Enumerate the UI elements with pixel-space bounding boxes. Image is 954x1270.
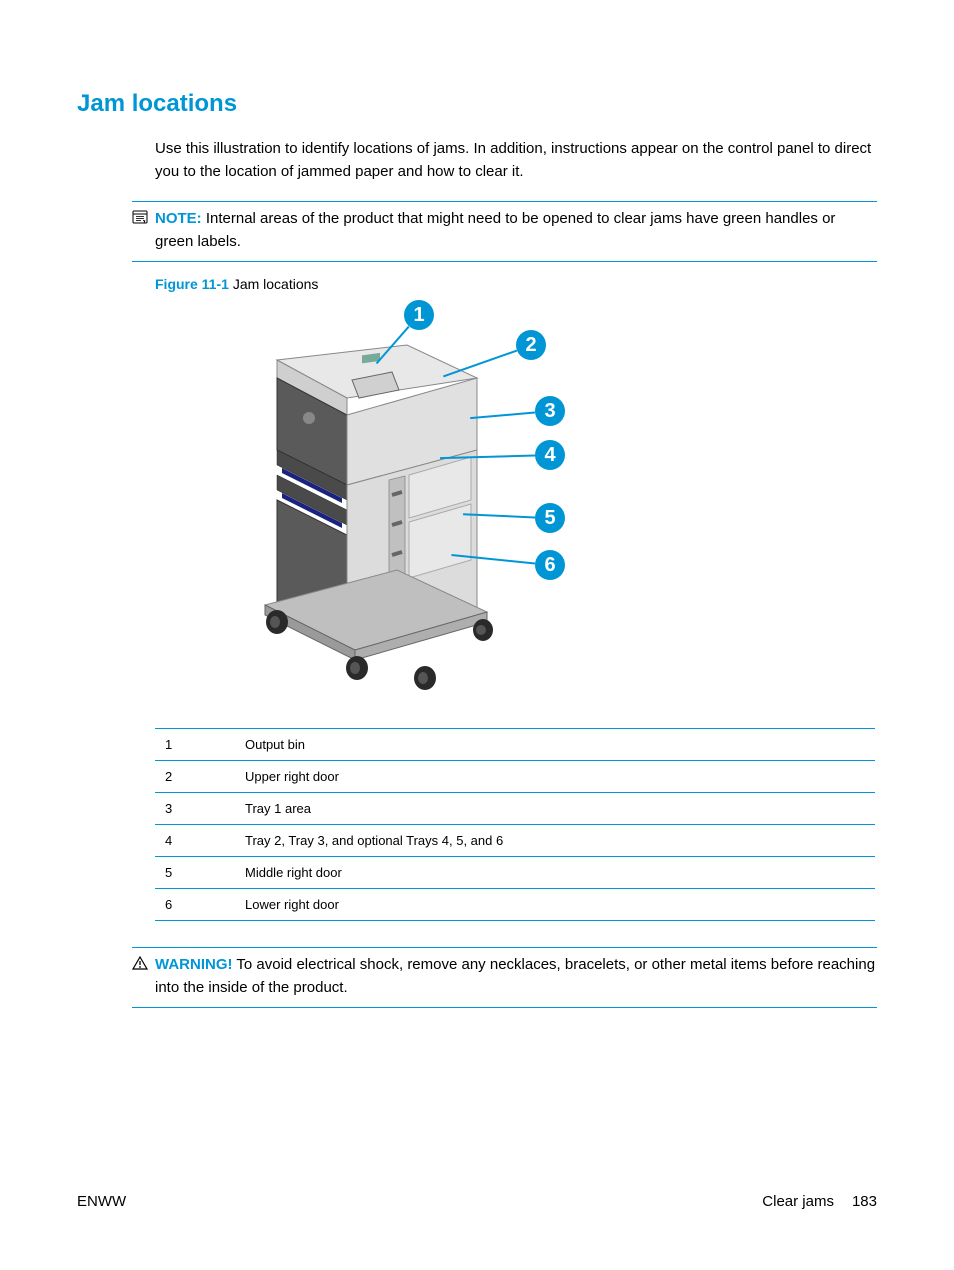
callout-number: 3 xyxy=(535,396,565,426)
figure-caption: Figure 11-1 Jam locations xyxy=(155,276,877,292)
note-text: NOTE: Internal areas of the product that… xyxy=(155,208,877,253)
row-description: Tray 1 area xyxy=(235,793,875,825)
row-number: 6 xyxy=(155,889,235,921)
printer-svg xyxy=(187,300,497,700)
row-description: Output bin xyxy=(235,729,875,761)
table-row: 5Middle right door xyxy=(155,857,875,889)
jam-locations-table: 1Output bin2Upper right door3Tray 1 area… xyxy=(155,728,875,921)
callout-number: 2 xyxy=(516,330,546,360)
footer-section: Clear jams xyxy=(762,1193,834,1210)
callout-number: 5 xyxy=(535,503,565,533)
intro-paragraph: Use this illustration to identify locati… xyxy=(155,138,877,183)
row-number: 4 xyxy=(155,825,235,857)
table-row: 6Lower right door xyxy=(155,889,875,921)
figure-title: Jam locations xyxy=(233,276,319,292)
table-row: 4Tray 2, Tray 3, and optional Trays 4, 5… xyxy=(155,825,875,857)
note-label: NOTE: xyxy=(155,210,202,227)
printer-illustration: 123456 xyxy=(187,300,557,700)
row-description: Lower right door xyxy=(235,889,875,921)
warning-icon xyxy=(132,954,155,999)
row-number: 2 xyxy=(155,761,235,793)
table-row: 2Upper right door xyxy=(155,761,875,793)
table-row: 3Tray 1 area xyxy=(155,793,875,825)
document-page: Jam locations Use this illustration to i… xyxy=(0,0,954,1270)
row-number: 5 xyxy=(155,857,235,889)
figure-label: Figure 11-1 xyxy=(155,276,229,292)
page-footer: ENWW Clear jams 183 xyxy=(77,1193,877,1210)
section-heading: Jam locations xyxy=(77,90,877,118)
footer-left: ENWW xyxy=(77,1193,126,1210)
note-body: Internal areas of the product that might… xyxy=(155,210,835,250)
warning-text: WARNING! To avoid electrical shock, remo… xyxy=(155,954,877,999)
row-description: Upper right door xyxy=(235,761,875,793)
row-number: 3 xyxy=(155,793,235,825)
callout-number: 4 xyxy=(535,440,565,470)
warning-label: WARNING! xyxy=(155,956,233,973)
warning-body: To avoid electrical shock, remove any ne… xyxy=(155,956,875,996)
callout-number: 1 xyxy=(404,300,434,330)
note-callout: NOTE: Internal areas of the product that… xyxy=(132,201,877,262)
row-number: 1 xyxy=(155,729,235,761)
page-number: 183 xyxy=(852,1193,877,1210)
callout-number: 6 xyxy=(535,550,565,580)
note-icon xyxy=(132,208,155,253)
table-row: 1Output bin xyxy=(155,729,875,761)
row-description: Middle right door xyxy=(235,857,875,889)
warning-callout: WARNING! To avoid electrical shock, remo… xyxy=(132,947,877,1008)
row-description: Tray 2, Tray 3, and optional Trays 4, 5,… xyxy=(235,825,875,857)
